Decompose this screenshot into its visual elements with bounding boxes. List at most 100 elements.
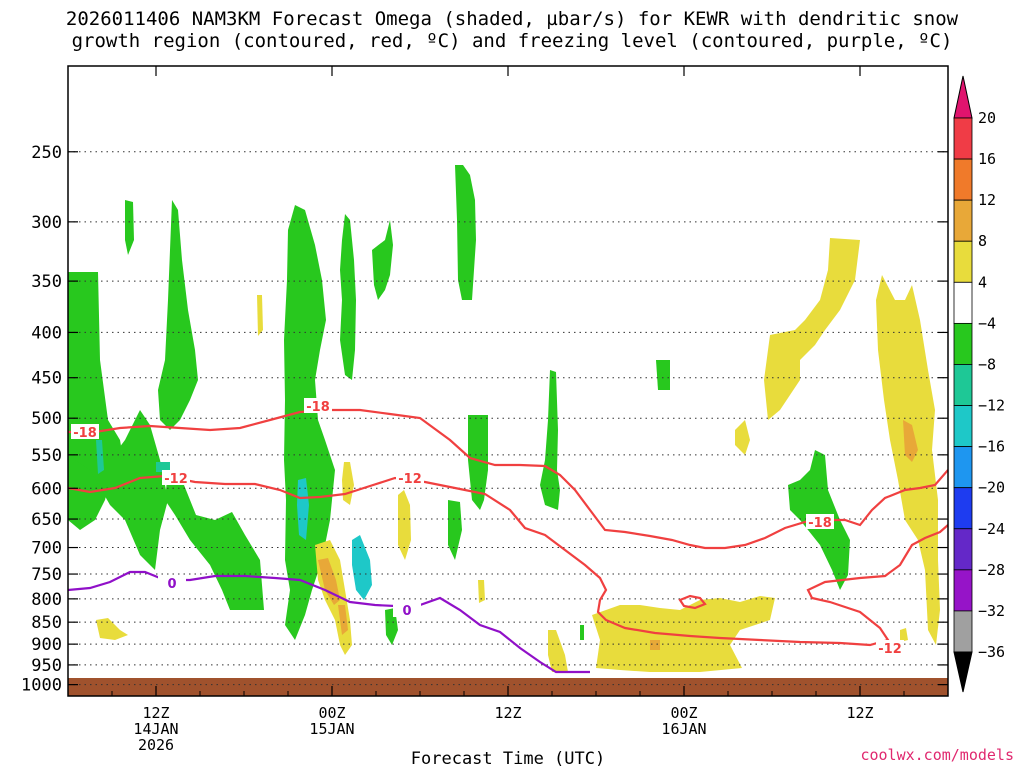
contour-label: -18	[306, 400, 330, 415]
colorbar-swatch	[953, 610, 973, 653]
omega-region-orange	[650, 640, 660, 650]
colorbar-swatch	[953, 322, 973, 365]
colorbar-swatch	[953, 281, 973, 324]
contour-label: -12	[398, 472, 422, 487]
colorbar-bottom-arrow	[953, 651, 973, 693]
colorbar: 20 16 12 8 4 −4 −8 −12 −16 −20 −24 −28 −32 −36	[953, 75, 1005, 693]
x-tick-label: 15JAN	[309, 720, 354, 738]
contour-label: 0	[402, 604, 411, 619]
colorbar-swatch	[953, 158, 973, 201]
contour-label-bg	[806, 514, 834, 529]
chart-title-line-1: 2026011406 NAM3KM Forecast Omega (shaded…	[65, 8, 959, 30]
omega-region-yellow	[900, 628, 908, 642]
colorbar-label: 20	[978, 109, 996, 127]
contour-label-bg	[393, 602, 421, 617]
omega-region-yellow	[342, 462, 354, 505]
contour-labels: -18 -18 -18 -12 -12 -12 0 0	[71, 398, 904, 657]
contour-label-bg	[71, 424, 99, 439]
colorbar-label: 4	[978, 273, 987, 291]
contour-label: -12	[878, 642, 902, 657]
pressure-grid	[68, 151, 948, 686]
contour-label: -18	[73, 426, 97, 441]
omega-region-teal	[156, 462, 170, 472]
x-tick-label: 12Z	[142, 704, 169, 722]
y-tick-label: 350	[31, 272, 62, 292]
colorbar-swatch	[953, 487, 973, 530]
colorbar-swatch	[953, 199, 973, 242]
omega-region-orange	[903, 420, 918, 462]
omega-region-yellow	[96, 618, 128, 640]
contour-label-bg	[158, 575, 186, 590]
omega-region-green	[540, 370, 560, 510]
omega-region-orange	[338, 605, 348, 635]
y-tick-label: 950	[31, 656, 62, 676]
omega-region-green	[158, 200, 198, 430]
y-tick-label: 700	[31, 539, 62, 559]
x-tick-label: 12Z	[846, 704, 873, 722]
y-tick-label: 1000	[21, 676, 62, 696]
omega-region-green	[372, 220, 393, 300]
colorbar-label: −16	[978, 438, 1005, 456]
y-tick-label: 400	[31, 323, 62, 343]
y-tick-label: 450	[31, 369, 62, 389]
y-tick-label: 900	[31, 635, 62, 655]
omega-shading	[68, 165, 940, 672]
omega-region-green	[580, 625, 584, 640]
contour-line-freezing	[68, 570, 590, 674]
y-tick-label: 850	[31, 613, 62, 633]
y-tick-label: 600	[31, 479, 62, 499]
contour-line-minus12	[68, 474, 948, 647]
colorbar-label: −36	[978, 643, 1005, 661]
omega-region-teal	[297, 478, 309, 540]
omega-region-green	[468, 415, 488, 510]
y-tick-label: 800	[31, 590, 62, 610]
y-tick-label: 550	[31, 446, 62, 466]
y-tick-label: 500	[31, 409, 62, 429]
omega-region-yellow	[478, 580, 485, 603]
x-tick-label: 2026	[138, 736, 174, 754]
y-tick-label: 650	[31, 510, 62, 530]
colorbar-swatch	[953, 117, 973, 160]
credit-text: coolwx.com/models	[860, 746, 1014, 764]
omega-region-teal	[352, 535, 372, 600]
contours	[68, 408, 948, 674]
colorbar-label: −24	[978, 520, 1005, 538]
omega-region-yellow	[876, 275, 940, 645]
y-tick-label: 750	[31, 565, 62, 585]
omega-region-green	[448, 500, 462, 560]
contour-label-bg	[396, 470, 424, 485]
colorbar-swatch	[953, 446, 973, 489]
x-tick-label: 12Z	[494, 704, 521, 722]
omega-region-green	[656, 360, 670, 390]
omega-region-green	[68, 410, 168, 570]
colorbar-label: −32	[978, 602, 1005, 620]
colorbar-label: 8	[978, 232, 987, 250]
colorbar-swatch	[953, 364, 973, 406]
omega-region-yellow	[398, 490, 411, 560]
contour-label-bg	[876, 640, 904, 655]
plot-frame	[67, 65, 949, 697]
x-tick-label: 16JAN	[661, 720, 706, 738]
colorbar-swatch	[953, 569, 973, 612]
omega-region-green	[340, 214, 356, 380]
contour-label-bg	[162, 470, 190, 485]
omega-region-green	[385, 608, 398, 645]
contour-label-bg	[304, 398, 332, 413]
x-axis-label: Forecast Time (UTC)	[411, 749, 605, 768]
colorbar-top-arrow	[953, 75, 973, 119]
omega-region-green	[455, 165, 476, 300]
contour-label: 0	[167, 577, 176, 592]
contour-line-minus18	[68, 408, 948, 550]
colorbar-label: −8	[978, 355, 996, 373]
omega-region-yellow	[257, 295, 263, 336]
contour-line-minus12-ring	[678, 594, 707, 610]
y-tick-label: 250	[31, 143, 62, 163]
x-tick-label: 00Z	[670, 704, 697, 722]
y-axis: 2503003504004505005506006507007508008509…	[21, 143, 948, 696]
chart-title-line-2: growth region (contoured, red, ºC) and f…	[71, 30, 953, 52]
colorbar-swatch	[953, 528, 973, 571]
x-tick-label: 00Z	[318, 704, 345, 722]
omega-region-yellow	[592, 596, 775, 672]
